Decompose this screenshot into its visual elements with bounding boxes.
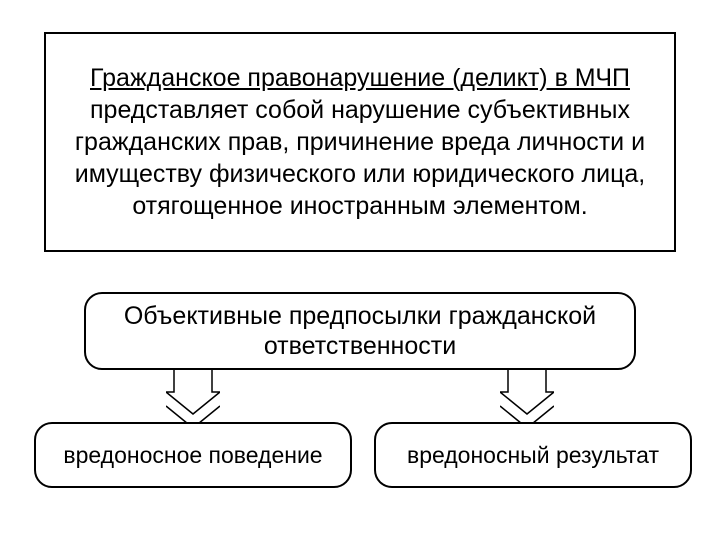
leaf-box-right: вредоносный результат — [374, 422, 692, 488]
definition-body: представляет собой нарушение субъективны… — [75, 96, 646, 220]
definition-box: Гражданское правонарушение (деликт) в МЧ… — [44, 32, 676, 252]
leaf-right-text: вредоносный результат — [407, 442, 659, 469]
premises-text: Объективные предпосылки гражданской отве… — [98, 301, 622, 362]
definition-title: Гражданское правонарушение (деликт) в МЧ… — [90, 64, 630, 92]
definition-text: Гражданское правонарушение (деликт) в МЧ… — [64, 62, 656, 222]
premises-box: Объективные предпосылки гражданской отве… — [84, 292, 636, 370]
leaf-left-text: вредоносное поведение — [63, 442, 322, 469]
diagram-canvas: Гражданское правонарушение (деликт) в МЧ… — [0, 0, 720, 540]
leaf-box-left: вредоносное поведение — [34, 422, 352, 488]
